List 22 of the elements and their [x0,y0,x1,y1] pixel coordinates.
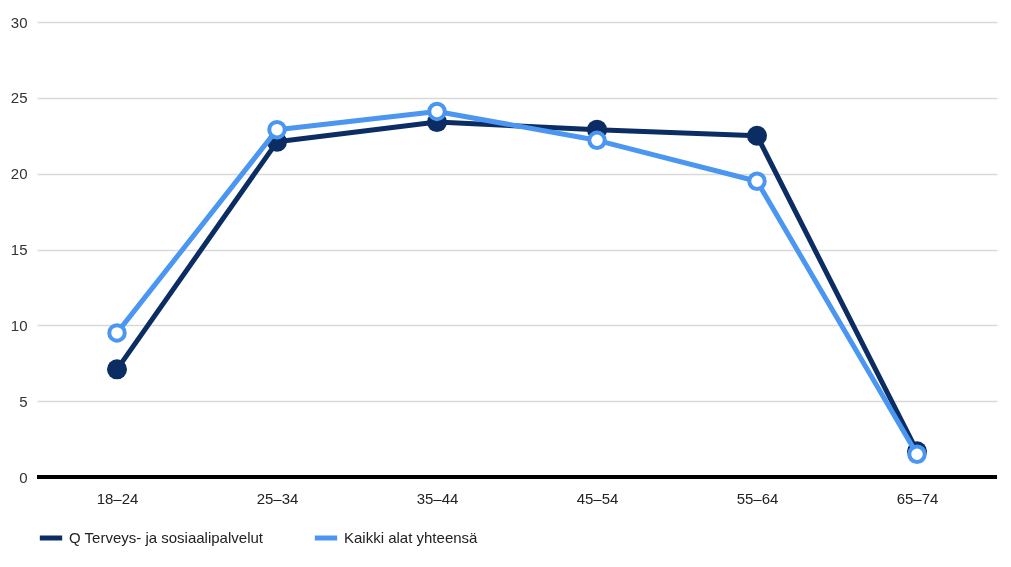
point [427,101,447,122]
point [107,359,127,380]
point [107,323,127,343]
x-tick-label: 25–34 [256,489,299,507]
point [587,130,607,151]
y-tick-label: 20 [10,165,28,183]
legend-label: Kaikki alat yhteensä [344,529,479,546]
x-tick-label: 35–44 [416,489,459,507]
x-tick-label: 65–74 [896,489,939,507]
y-tick-label: 15 [10,241,28,258]
y-tick-label: 5 [19,392,28,410]
point [747,171,767,191]
point [747,125,767,146]
y-tick-label: 25 [10,89,28,107]
y-tick-label: 10 [10,316,28,334]
y-tick-label: 0 [19,468,28,486]
x-tick-label: 45–54 [576,489,619,507]
x-tick-label: 18–24 [96,489,139,507]
x-tick-label: 55–64 [736,489,779,507]
y-tick-label: 30 [10,13,28,31]
point [267,119,287,140]
legend-label: Q Terveys- ja sosiaalipalvelut [69,529,264,546]
